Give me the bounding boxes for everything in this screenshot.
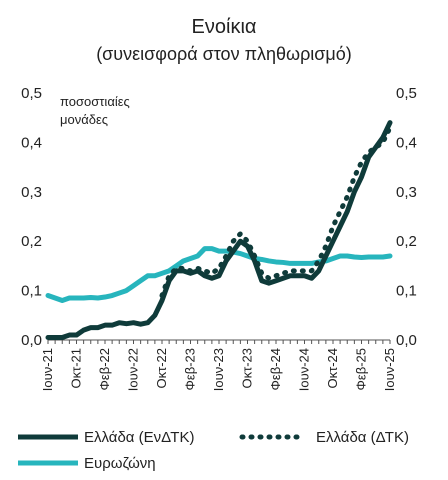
series-line-0 [45, 120, 393, 341]
x-tick-label: Ιουν-25 [382, 348, 397, 391]
y-tick-label-left: 0,0 [21, 332, 42, 349]
axes: 0,0 0,0 0,1 0,1 0,2 0,2 0,3 0,3 0,4 0,4 0,5 0,5 Ιουν… [21, 85, 417, 391]
legend-label-greece-cpi: Ελλάδα (ΔΤΚ) [316, 429, 409, 446]
y-tick-label-left: 0,1 [21, 283, 42, 300]
y-tick-label-right: 0,1 [396, 283, 417, 300]
legend-label-eurozone: Ευρωζώνη [84, 455, 156, 472]
x-tick-label: Οκτ-24 [325, 348, 340, 389]
y-tick-label-right: 0,2 [396, 233, 417, 250]
series-layer [45, 120, 393, 341]
x-tick-label: Οκτ-23 [240, 348, 255, 389]
y-tick-label-left: 0,2 [21, 233, 42, 250]
x-tick-label: Φεβ-25 [354, 348, 369, 390]
x-tick-label: Φεβ-23 [183, 348, 198, 390]
x-tick-label: Ιουν-22 [126, 348, 141, 391]
unit-note-line1: ποσοστιαίες [60, 94, 130, 109]
y-tick-label-right: 0,0 [396, 332, 417, 349]
x-tick-label: Ιουν-21 [40, 348, 55, 391]
x-tick-label: Οκτ-21 [69, 348, 84, 389]
unit-note-line2: μονάδες [60, 112, 108, 127]
y-tick-label-left: 0,4 [21, 134, 42, 151]
series-line-2 [45, 246, 393, 303]
y-tick-label-left: 0,3 [21, 184, 42, 201]
x-tick-label: Ιουν-24 [297, 348, 312, 391]
y-tick-label-right: 0,3 [396, 184, 417, 201]
x-tick-label: Φεβ-22 [97, 348, 112, 390]
y-tick-label-right: 0,5 [396, 85, 417, 102]
x-tick-label: Φεβ-24 [268, 348, 283, 390]
x-tick-label: Ιουν-23 [211, 348, 226, 391]
legend-label-greece-hicp: Ελλάδα (ΕνΔΤΚ) [84, 429, 194, 446]
y-tick-label-right: 0,4 [396, 134, 417, 151]
x-tick-label: Οκτ-22 [154, 348, 169, 389]
series-line-1 [159, 125, 393, 299]
chart-title: Ενοίκια [191, 16, 257, 38]
y-tick-label-left: 0,5 [21, 85, 42, 102]
chart-subtitle: (συνεισφορά στον πληθωρισμό) [96, 44, 352, 64]
legend: Ελλάδα (ΕνΔΤΚ) Ελλάδα (ΔΤΚ) Ευρωζώνη [18, 429, 409, 472]
